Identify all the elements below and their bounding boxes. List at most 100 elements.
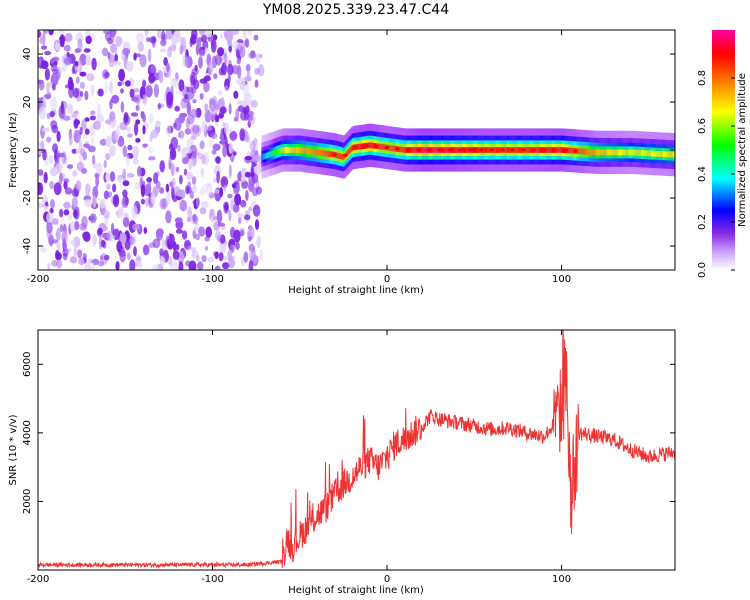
spectrogram-noise-cell — [122, 195, 129, 208]
spectrogram-noise-cell — [133, 88, 140, 93]
spectrogram-noise-cell — [134, 53, 142, 58]
spectrogram-noise-cell — [149, 134, 153, 142]
spectrogram-noise-cell — [160, 39, 167, 47]
spectrogram-noise-cell — [103, 254, 110, 261]
spectrogram-noise-cell — [139, 54, 147, 68]
spectrogram-noise-cell — [97, 88, 104, 97]
spectrogram-noise-cell — [250, 171, 255, 178]
spectrogram-band-cell — [623, 149, 626, 156]
spectrogram-noise-cell — [248, 52, 256, 59]
snr-x-label: Height of straight line (km) — [288, 585, 424, 596]
spectrogram-band-cell — [464, 147, 466, 153]
spectrogram-noise-cell — [198, 30, 206, 35]
spectrogram-band-cell — [371, 142, 373, 149]
spectrogram-band-cell — [497, 147, 499, 153]
spectrogram-noise-cell — [199, 207, 207, 215]
spectrogram-noise-cell — [100, 254, 104, 261]
spectrogram-noise-cell — [142, 113, 147, 123]
spectrogram-noise-cell — [119, 232, 127, 245]
spectrogram-noise-cell — [74, 220, 80, 231]
spectrogram-band-cell — [618, 149, 620, 156]
spectrogram-noise-cell — [44, 201, 49, 207]
spectrogram-noise-cell — [237, 217, 242, 224]
spectrogram-noise-cell — [92, 154, 96, 165]
spectrogram-band-cell — [672, 151, 675, 158]
spectrogram-noise-cell — [122, 180, 130, 187]
spectrogram-band-cell — [282, 147, 284, 153]
spectrogram-noise-cell — [126, 61, 134, 72]
spectrogram-band-cell — [529, 147, 531, 153]
spectrogram-noise-cell — [170, 77, 179, 88]
spectrogram-noise-cell — [79, 222, 87, 231]
spectrogram-band-cell — [582, 148, 585, 155]
spectrogram-noise-cell — [159, 248, 164, 256]
spectrogram-noise-cell — [231, 30, 240, 36]
spectrogram-noise-cell — [126, 126, 131, 132]
spectrogram-noise-cell — [48, 30, 54, 36]
spectrogram-noise-cell — [115, 35, 122, 47]
spectrogram-noise-cell — [205, 226, 212, 238]
spectrogram-noise-cell — [175, 228, 183, 234]
spectrogram-band-cell — [299, 147, 301, 153]
spectrogram-noise-cell — [50, 167, 58, 177]
spectrogram-band-cell — [292, 147, 295, 153]
spectrogram-noise-cell — [38, 142, 42, 155]
spectrogram-band-cell — [657, 150, 659, 157]
spectrogram-band-cell — [297, 147, 299, 153]
spectrogram-noise-cell — [122, 47, 131, 56]
spectrogram-noise-cell — [214, 54, 222, 66]
spectrogram-noise-cell — [233, 151, 237, 156]
spectrogram-peak-cell — [562, 148, 568, 152]
spectrogram-noise-cell — [159, 198, 166, 210]
spectrogram-noise-cell — [38, 80, 45, 91]
spectrogram-band-cell — [527, 147, 529, 153]
spectrogram-noise-cell — [189, 190, 194, 199]
spectrogram-noise-cell — [71, 111, 79, 118]
spectrogram-noise-cell — [91, 262, 95, 270]
spectrogram-band-cell — [301, 147, 303, 154]
spectrogram-noise-cell — [230, 198, 234, 211]
spectrogram-band-cell — [605, 149, 608, 156]
spectrogram-band-cell — [373, 142, 375, 149]
spectrogram-band-cell — [281, 147, 283, 154]
snr-y-label: SNR (10 * v/v) — [8, 414, 19, 485]
spectrogram-band-cell — [639, 150, 641, 156]
spectrogram-band-cell — [556, 147, 559, 153]
spectrogram-noise-cell — [111, 94, 120, 104]
spectrogram-band-cell — [525, 147, 527, 153]
spectrogram-noise-cell — [153, 172, 159, 184]
spectrogram-band-cell — [266, 152, 269, 159]
spectrogram-band-cell — [504, 147, 506, 153]
spectrogram-band-cell — [506, 147, 508, 153]
spectrogram-noise-cell — [233, 229, 241, 243]
spectrogram-band-cell — [547, 147, 549, 153]
spectrogram-noise-cell — [155, 120, 161, 128]
spectrogram-noise-cell — [81, 168, 88, 174]
spectrogram-band-cell — [647, 150, 650, 157]
spectrogram-band-cell — [433, 147, 435, 153]
spectrogram-noise-cell — [199, 186, 206, 197]
spectrogram-noise-cell — [257, 161, 262, 171]
spectrogram-band-cell — [662, 151, 664, 157]
spectrogram-noise-cell — [49, 181, 55, 189]
spectrogram-noise-cell — [64, 187, 73, 195]
spectrogram-noise-cell — [243, 251, 249, 263]
spectrogram-band-cell — [634, 149, 636, 156]
spectrogram-noise-cell — [213, 216, 220, 221]
spectrogram-noise-cell — [218, 252, 224, 262]
spectrogram-noise-cell — [51, 259, 59, 267]
spectrogram-noise-cell — [178, 130, 185, 139]
spectrogram-noise-cell — [241, 180, 249, 189]
spectrogram-band-cell — [635, 149, 637, 156]
spectrogram-noise-cell — [200, 167, 205, 178]
spectrogram-noise-cell — [56, 130, 61, 142]
spectrogram-band-cell — [539, 147, 542, 153]
spectrogram-noise-cell — [209, 139, 213, 148]
spectrogram-noise-cell — [187, 246, 193, 251]
spectrogram-peak-cell — [363, 144, 369, 148]
spectrogram-band-cell — [421, 147, 424, 153]
spectrogram-noise-cell — [74, 65, 81, 71]
spectrogram-noise-cell — [169, 45, 177, 51]
spectrogram-noise-cell — [91, 234, 98, 245]
spectrogram-noise-cell — [80, 148, 85, 156]
